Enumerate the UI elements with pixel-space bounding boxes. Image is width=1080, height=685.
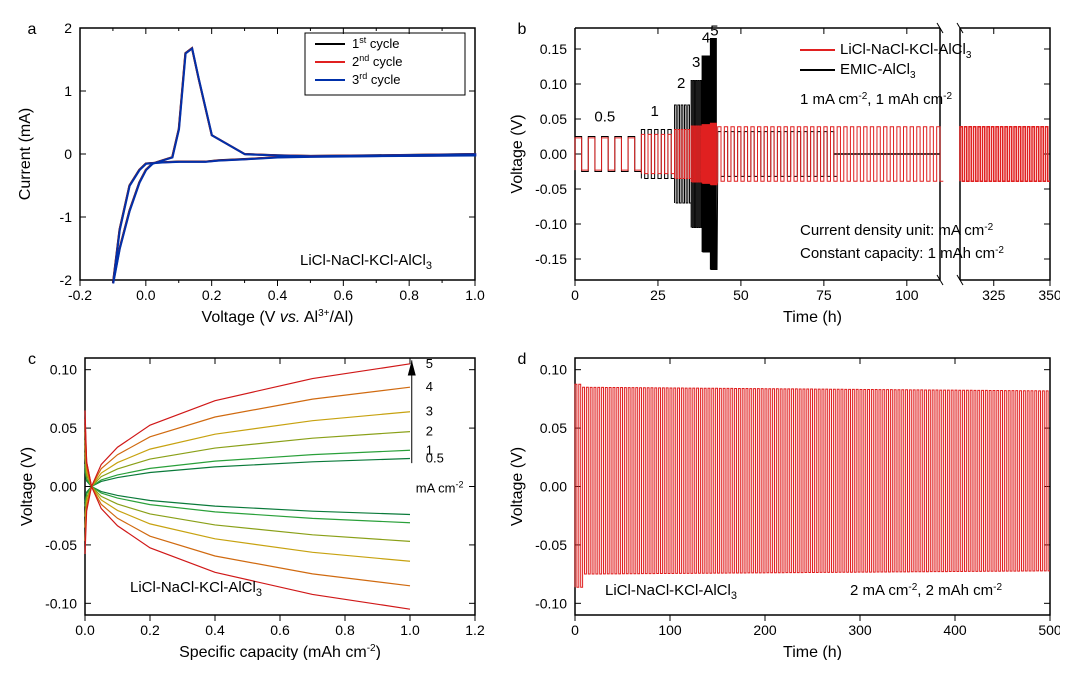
svg-text:-0.05: -0.05 [535, 537, 567, 553]
svg-text:2: 2 [426, 424, 433, 439]
svg-text:a: a [28, 21, 37, 38]
svg-text:0.10: 0.10 [50, 362, 77, 378]
svg-text:Specific capacity (mAh cm-2): Specific capacity (mAh cm-2) [179, 643, 381, 660]
svg-text:100: 100 [895, 287, 919, 303]
svg-text:Time (h): Time (h) [783, 309, 842, 326]
svg-text:200: 200 [753, 622, 777, 638]
svg-text:-0.10: -0.10 [45, 595, 77, 611]
svg-text:-0.10: -0.10 [535, 595, 567, 611]
svg-text:0.05: 0.05 [540, 420, 567, 436]
svg-text:0.00: 0.00 [50, 479, 77, 495]
svg-text:0.6: 0.6 [270, 622, 290, 638]
svg-text:325: 325 [982, 287, 1006, 303]
svg-text:0: 0 [64, 146, 72, 162]
svg-text:0: 0 [571, 622, 579, 638]
svg-text:0.0: 0.0 [75, 622, 95, 638]
svg-text:0.00: 0.00 [540, 146, 567, 162]
svg-text:c: c [28, 351, 36, 368]
panel-a: -0.2 0.0 0.2 0.4 0.6 0.8 1.0 -2 -1 0 1 2 Voltage (V … [10, 10, 490, 330]
svg-text:0.00: 0.00 [540, 479, 567, 495]
svg-text:EMIC-AlCl3: EMIC-AlCl3 [840, 61, 916, 81]
svg-text:LiCl-NaCl-KCl-AlCl3: LiCl-NaCl-KCl-AlCl3 [300, 252, 432, 272]
svg-text:2 mA cm-2, 2 mAh cm-2: 2 mA cm-2, 2 mAh cm-2 [850, 582, 1002, 599]
svg-text:4: 4 [426, 379, 433, 394]
svg-text:d: d [518, 351, 527, 368]
svg-text:-1: -1 [60, 209, 73, 225]
svg-text:5: 5 [710, 23, 718, 40]
svg-text:0.0: 0.0 [136, 287, 156, 303]
chart-a: -0.2 0.0 0.2 0.4 0.6 0.8 1.0 -2 -1 0 1 2 Voltage (V … [10, 10, 490, 330]
svg-text:3rd cycle: 3rd cycle [352, 71, 400, 87]
svg-text:2: 2 [677, 75, 685, 92]
svg-text:-2: -2 [60, 272, 73, 288]
svg-text:75: 75 [816, 287, 832, 303]
svg-text:mA cm-2: mA cm-2 [416, 479, 464, 495]
svg-text:500: 500 [1038, 622, 1060, 638]
svg-text:3: 3 [426, 404, 433, 419]
svg-text:4: 4 [702, 30, 710, 47]
chart-b: 0255075100325350-0.15-0.10-0.050.000.050… [500, 10, 1060, 330]
panel-d: 0 100 200 300 400 500 -0.10 -0.05 0.00 0.05 0.10 Ti… [500, 340, 1060, 660]
svg-text:Voltage (V vs. Al3+/Al): Voltage (V vs. Al3+/Al) [202, 308, 354, 326]
svg-text:300: 300 [848, 622, 872, 638]
svg-text:-0.05: -0.05 [45, 537, 77, 553]
svg-text:Voltage (V): Voltage (V) [19, 447, 36, 526]
svg-text:0.8: 0.8 [335, 622, 355, 638]
panel-b: 0255075100325350-0.15-0.10-0.050.000.050… [500, 10, 1060, 330]
svg-text:0.05: 0.05 [540, 111, 567, 127]
svg-text:25: 25 [650, 287, 666, 303]
svg-text:Voltage (V): Voltage (V) [509, 114, 526, 193]
svg-text:0.2: 0.2 [140, 622, 160, 638]
svg-text:3: 3 [692, 54, 700, 71]
svg-text:50: 50 [733, 287, 749, 303]
svg-text:100: 100 [658, 622, 682, 638]
svg-text:0.5: 0.5 [594, 109, 615, 126]
svg-text:-0.05: -0.05 [535, 181, 567, 197]
svg-text:2nd cycle: 2nd cycle [352, 53, 402, 69]
svg-text:0.10: 0.10 [540, 76, 567, 92]
svg-text:LiCl-NaCl-KCl-AlCl3: LiCl-NaCl-KCl-AlCl3 [605, 582, 737, 602]
svg-text:0.10: 0.10 [540, 362, 567, 378]
svg-text:400: 400 [943, 622, 967, 638]
svg-text:0.8: 0.8 [399, 287, 419, 303]
svg-text:Voltage (V): Voltage (V) [509, 447, 526, 526]
svg-text:0.05: 0.05 [50, 420, 77, 436]
svg-text:-0.10: -0.10 [535, 216, 567, 232]
svg-text:0.6: 0.6 [334, 287, 354, 303]
svg-text:Current (mA): Current (mA) [17, 108, 34, 200]
svg-text:1: 1 [64, 83, 72, 99]
svg-text:0.5: 0.5 [426, 450, 444, 465]
figure-grid: -0.2 0.0 0.2 0.4 0.6 0.8 1.0 -2 -1 0 1 2 Voltage (V … [10, 10, 1070, 660]
chart-c: 0.0 0.2 0.4 0.6 0.8 1.0 1.2 -0.10 -0.05 0.00 0.05 0… [10, 340, 490, 660]
svg-text:1.2: 1.2 [465, 622, 485, 638]
svg-text:5: 5 [426, 356, 433, 371]
svg-text:1st cycle: 1st cycle [352, 35, 399, 51]
svg-text:LiCl-NaCl-KCl-AlCl3: LiCl-NaCl-KCl-AlCl3 [840, 41, 972, 61]
svg-text:350: 350 [1038, 287, 1060, 303]
svg-text:0.4: 0.4 [268, 287, 288, 303]
svg-text:-0.15: -0.15 [535, 251, 567, 267]
svg-text:0.15: 0.15 [540, 41, 567, 57]
svg-text:1.0: 1.0 [465, 287, 485, 303]
svg-text:2: 2 [64, 20, 72, 36]
chart-d: 0 100 200 300 400 500 -0.10 -0.05 0.00 0.05 0.10 Ti… [500, 340, 1060, 660]
svg-text:LiCl-NaCl-KCl-AlCl3: LiCl-NaCl-KCl-AlCl3 [130, 579, 262, 599]
svg-text:Constant capacity: 1 mAh cm-2: Constant capacity: 1 mAh cm-2 [800, 245, 1004, 262]
svg-text:0.2: 0.2 [202, 287, 222, 303]
svg-text:0.4: 0.4 [205, 622, 225, 638]
svg-text:1.0: 1.0 [400, 622, 420, 638]
svg-text:b: b [518, 21, 527, 38]
svg-text:Current density unit: mA cm-2: Current density unit: mA cm-2 [800, 222, 994, 239]
svg-text:1: 1 [650, 103, 658, 120]
svg-text:Time (h): Time (h) [783, 644, 842, 660]
svg-text:0: 0 [571, 287, 579, 303]
svg-text:1 mA cm-2, 1 mAh cm-2: 1 mA cm-2, 1 mAh cm-2 [800, 91, 952, 108]
panel-c: 0.0 0.2 0.4 0.6 0.8 1.0 1.2 -0.10 -0.05 0.00 0.05 0… [10, 340, 490, 660]
svg-text:-0.2: -0.2 [68, 287, 92, 303]
